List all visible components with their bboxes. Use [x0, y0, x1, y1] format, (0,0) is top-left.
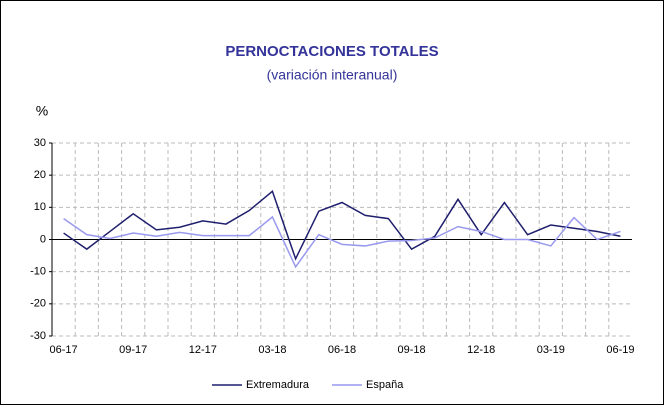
legend-label: Extremadura	[246, 379, 310, 391]
x-tick-label: 03-19	[537, 344, 565, 356]
series-line	[63, 215, 621, 269]
y-axis-label: %	[36, 103, 48, 119]
x-tick-label: 03-18	[258, 344, 286, 356]
y-tick-label: 10	[34, 201, 46, 213]
y-tick-label: -30	[30, 330, 46, 342]
y-tick-label: 30	[34, 137, 46, 149]
x-tick-label: 06-18	[328, 344, 356, 356]
chart-subtitle: (variación interanual)	[267, 67, 398, 83]
legend-label: España	[366, 379, 404, 391]
x-tick-label: 12-17	[189, 344, 217, 356]
x-tick-label: 09-17	[119, 344, 147, 356]
y-tick-label: 20	[34, 169, 46, 181]
chart-title: PERNOCTACIONES TOTALES	[225, 43, 438, 60]
x-tick-label: 09-18	[398, 344, 426, 356]
x-tick-label: 06-19	[606, 344, 634, 356]
y-tick-label: -20	[30, 298, 46, 310]
y-tick-label: -10	[30, 266, 46, 278]
series-line	[63, 189, 621, 261]
x-tick-label: 06-17	[50, 344, 78, 356]
x-tick-label: 12-18	[467, 344, 495, 356]
y-tick-label: 0	[40, 233, 46, 245]
